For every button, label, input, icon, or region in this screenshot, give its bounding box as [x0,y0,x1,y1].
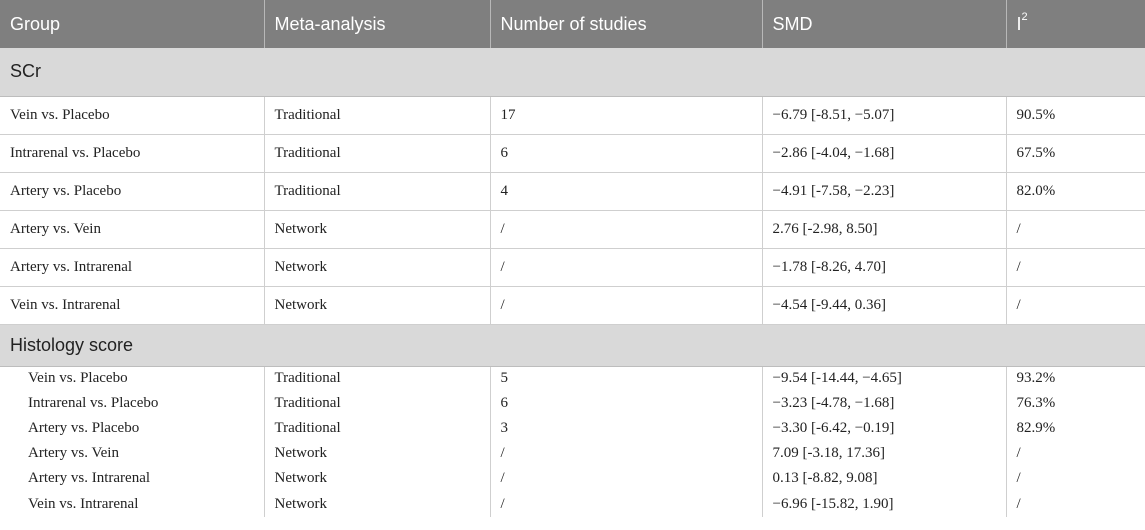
cell-group: Artery vs. Placebo [0,172,265,211]
cell-smd: −4.54 [-9.44, 0.36] [762,286,1007,325]
table-row: Artery vs. Intrarenal Network / 0.13 [-8… [0,466,1145,491]
section-title: SCr [0,48,1145,97]
cell-group: Artery vs. Placebo [0,416,265,441]
section-title: Histology score [0,324,1145,367]
cell-number-of-studies: / [490,466,763,491]
header-smd: SMD [762,0,1007,48]
cell-number-of-studies: / [490,210,763,249]
table-row: Artery vs. Vein Network / 7.09 [-3.18, 1… [0,441,1145,466]
cell-group: Artery vs. Vein [0,210,265,249]
cell-meta-analysis: Traditional [264,416,491,441]
cell-i2: / [1016,470,1021,486]
header-meta-analysis: Meta-analysis [264,0,491,48]
cell-smd: −3.23 [-4.78, −1.68] [762,391,1007,416]
header-row: Group Meta-analysis Number of studies SM… [0,0,1145,48]
header-i2-superscript: 2 [1021,10,1028,23]
cell-number-of-studies: 4 [490,172,763,211]
cell-smd: −6.96 [-15.82, 1.90] [762,491,1007,517]
cell-group: Vein vs. Intrarenal [0,491,265,517]
cell-meta-analysis: Network [264,210,491,249]
cell-i2: / [1016,445,1021,461]
cell-number-of-studies: / [490,441,763,466]
cell-i2: / [1006,210,1145,249]
cell-smd: 0.13 [-8.82, 9.08] [762,466,1007,491]
cell-number-of-studies: / [490,286,763,325]
cell-group: Intrarenal vs. Placebo [0,134,265,173]
cell-group: Vein vs. Intrarenal [0,286,265,325]
cell-smd: 7.09 [-3.18, 17.36] [762,441,1007,466]
cell-meta-analysis: Network [264,441,491,466]
cell-smd: 2.76 [-2.98, 8.50] [762,210,1007,249]
cell-smd: −6.79 [-8.51, −5.07] [762,96,1007,135]
cell-i2: / [1016,495,1021,512]
cell-number-of-studies: 6 [490,391,763,416]
cell-number-of-studies: / [490,491,763,517]
cell-number-of-studies: 3 [490,416,763,441]
cell-group: Artery vs. Intrarenal [0,466,265,491]
table-row: Vein vs. Intrarenal Network / −6.96 [-15… [0,491,1145,517]
cell-smd: −3.30 [-6.42, −0.19] [762,416,1007,441]
cell-group: Vein vs. Placebo [0,96,265,135]
table-row: Artery vs. Placebo Traditional 4 −4.91 [… [0,172,1145,211]
header-group: Group [0,0,265,48]
cell-smd: −2.86 [-4.04, −1.68] [762,134,1007,173]
cell-group: Artery vs. Intrarenal [0,248,265,287]
cell-smd: −4.91 [-7.58, −2.23] [762,172,1007,211]
cell-number-of-studies: / [490,248,763,287]
cell-i2: 76.3% [1016,395,1056,411]
table-row: Intrarenal vs. Placebo Traditional 6 −3.… [0,391,1145,416]
cell-meta-analysis: Traditional [264,172,491,211]
header-number-of-studies: Number of studies [490,0,763,48]
cell-i2: / [1006,248,1145,287]
cell-meta-analysis: Traditional [264,391,491,416]
table-row: Artery vs. Vein Network / 2.76 [-2.98, 8… [0,210,1145,249]
table-row: Artery vs. Placebo Traditional 3 −3.30 [… [0,416,1145,441]
cell-i2: 90.5% [1006,96,1145,135]
cell-meta-analysis: Traditional [264,134,491,173]
cell-i2: 82.9% [1016,420,1056,436]
cell-meta-analysis: Network [264,491,491,517]
cell-meta-analysis: Network [264,466,491,491]
cell-i2: 93.2% [1016,370,1056,387]
table-row: Vein vs. Intrarenal Network / −4.54 [-9.… [0,286,1145,325]
cell-group: Vein vs. Placebo [0,366,265,391]
table-row: Vein vs. Placebo Traditional 17 −6.79 [-… [0,96,1145,135]
cell-smd: −1.78 [-8.26, 4.70] [762,248,1007,287]
section-row-scr: SCr [0,48,1145,97]
table-row: Intrarenal vs. Placebo Traditional 6 −2.… [0,134,1145,173]
table-row: Vein vs. Placebo Traditional 5 −9.54 [-1… [0,366,1145,391]
cell-meta-analysis: Traditional [264,366,491,391]
cell-group: Artery vs. Vein [0,441,265,466]
cell-i2: 82.0% [1006,172,1145,211]
header-i2: I2 [1006,0,1145,48]
cell-i2: / [1006,286,1145,325]
cell-meta-analysis: Network [264,286,491,325]
cell-meta-analysis: Network [264,248,491,287]
cell-i2: 67.5% [1006,134,1145,173]
cell-group: Intrarenal vs. Placebo [0,391,265,416]
cell-number-of-studies: 6 [490,134,763,173]
results-table: Group Meta-analysis Number of studies SM… [0,0,1145,517]
cell-number-of-studies: 5 [490,366,763,391]
cell-meta-analysis: Traditional [264,96,491,135]
cell-number-of-studies: 17 [490,96,763,135]
table-row: Artery vs. Intrarenal Network / −1.78 [-… [0,248,1145,287]
header-i2-base: I [1016,13,1022,34]
cell-smd: −9.54 [-14.44, −4.65] [762,366,1007,391]
section-row-histology-score: Histology score [0,324,1145,367]
